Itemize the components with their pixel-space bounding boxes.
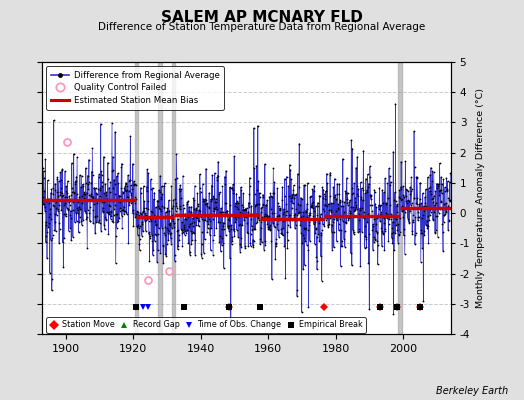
Bar [158, 62, 162, 334]
Text: Difference of Station Temperature Data from Regional Average: Difference of Station Temperature Data f… [99, 22, 425, 32]
Legend: Station Move, Record Gap, Time of Obs. Change, Empirical Break: Station Move, Record Gap, Time of Obs. C… [46, 317, 366, 333]
Bar [135, 62, 138, 334]
Text: Berkeley Earth: Berkeley Earth [436, 386, 508, 396]
Y-axis label: Monthly Temperature Anomaly Difference (°C): Monthly Temperature Anomaly Difference (… [476, 88, 485, 308]
Bar [398, 62, 402, 334]
Bar [172, 62, 176, 334]
Text: SALEM AP MCNARY FLD: SALEM AP MCNARY FLD [161, 10, 363, 25]
